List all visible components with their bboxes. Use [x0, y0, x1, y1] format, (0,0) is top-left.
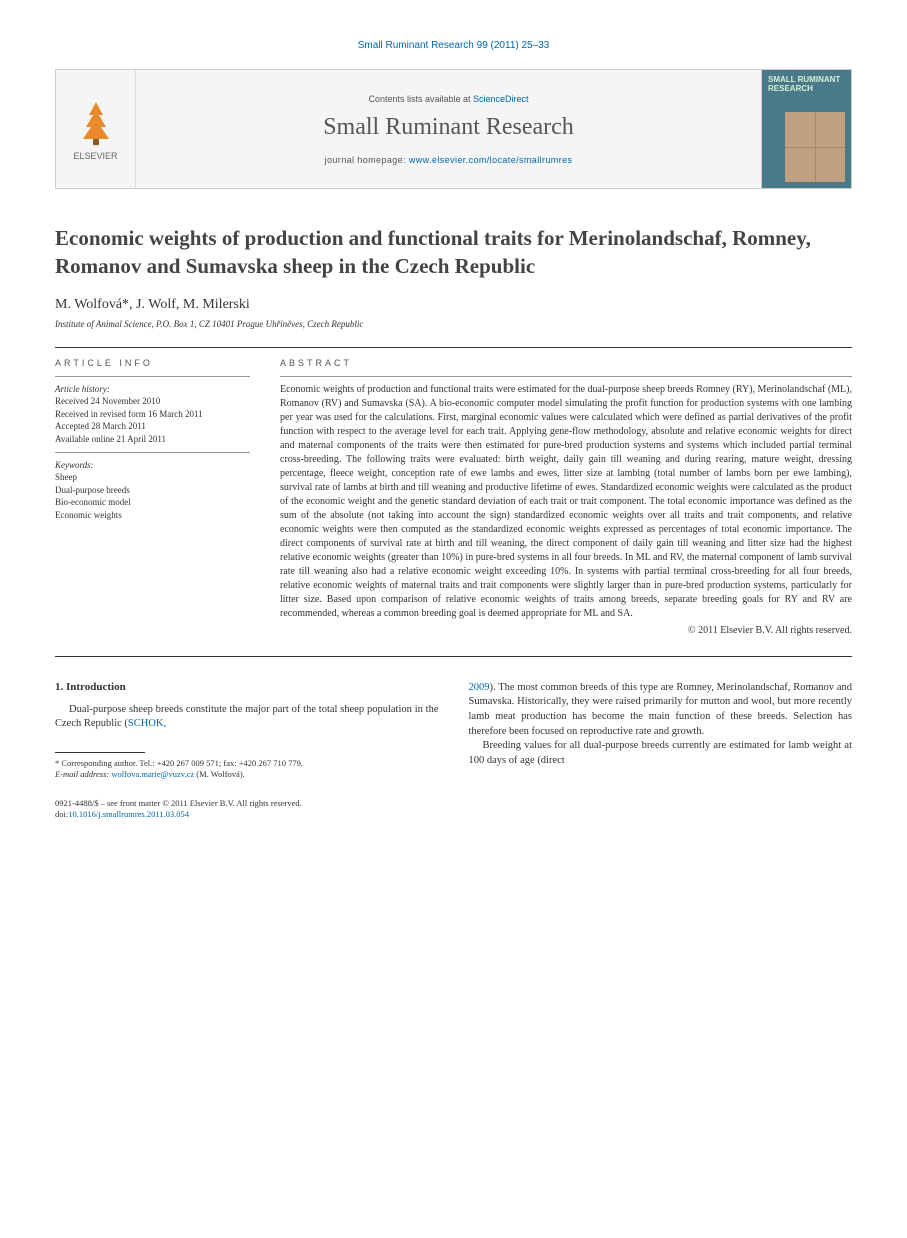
email-suffix: (M. Wolfová).: [194, 769, 245, 779]
email-link[interactable]: wolfova.marie@vuzv.cz: [111, 769, 194, 779]
abstract-heading: abstract: [280, 358, 852, 368]
abstract-rule: [280, 376, 852, 377]
intro-right-p2: Breeding values for all dual-purpose bre…: [469, 739, 853, 768]
intro-text-1: Dual-purpose sheep breeds constitute the…: [55, 704, 439, 730]
cover-title: SMALL RUMINANT RESEARCH: [768, 76, 851, 94]
body-left-column: 1. Introduction Dual-purpose sheep breed…: [55, 681, 439, 821]
authors-line: M. Wolfová*, J. Wolf, M. Milerski: [55, 297, 852, 313]
journal-cover: SMALL RUMINANT RESEARCH: [761, 70, 851, 188]
article-info-column: article info Article history: Received 2…: [55, 358, 250, 636]
accepted-date: Accepted 28 March 2011: [55, 420, 250, 433]
revised-date: Received in revised form 16 March 2011: [55, 408, 250, 421]
abstract-column: abstract Economic weights of production …: [280, 358, 852, 636]
divider-rule-2: [55, 656, 852, 657]
homepage-line: journal homepage: www.elsevier.com/locat…: [325, 155, 573, 165]
keywords-label: Keywords:: [55, 459, 250, 472]
citation-2009[interactable]: 2009: [469, 682, 490, 693]
article-info-heading: article info: [55, 358, 250, 368]
intro-p1: Dual-purpose sheep breeds constitute the…: [55, 703, 439, 732]
citation-schok[interactable]: SCHOK,: [128, 718, 166, 729]
received-date: Received 24 November 2010: [55, 395, 250, 408]
info-rule-1: [55, 376, 250, 377]
article-history-block: Article history: Received 24 November 20…: [55, 383, 250, 446]
contents-prefix: Contents lists available at: [368, 94, 473, 104]
email-line: E-mail address: wolfova.marie@vuzv.cz (M…: [55, 769, 439, 780]
footer-block: 0921-4488/$ – see front matter © 2011 El…: [55, 798, 439, 820]
online-date: Available online 21 April 2011: [55, 433, 250, 446]
banner-center: Contents lists available at ScienceDirec…: [136, 70, 761, 188]
contents-available-line: Contents lists available at ScienceDirec…: [368, 94, 528, 104]
intro-paragraph-left: Dual-purpose sheep breeds constitute the…: [55, 703, 439, 732]
email-label: E-mail address:: [55, 769, 111, 779]
sciencedirect-link[interactable]: ScienceDirect: [473, 94, 529, 104]
keyword-1: Sheep: [55, 471, 250, 484]
journal-name: Small Ruminant Research: [323, 114, 574, 141]
doi-line: doi:10.1016/j.smallrumres.2011.03.054: [55, 809, 439, 820]
intro-heading: 1. Introduction: [55, 681, 439, 693]
homepage-link[interactable]: www.elsevier.com/locate/smallrumres: [409, 155, 573, 165]
info-rule-2: [55, 452, 250, 453]
body-right-column: 2009). The most common breeds of this ty…: [469, 681, 853, 821]
keyword-3: Bio-economic model: [55, 496, 250, 509]
intro-paragraph-right: 2009). The most common breeds of this ty…: [469, 681, 853, 769]
corr-author-line: * Corresponding author. Tel.: +420 267 0…: [55, 758, 439, 769]
doi-link[interactable]: 10.1016/j.smallrumres.2011.03.054: [68, 809, 189, 819]
elsevier-label: ELSEVIER: [73, 151, 117, 161]
affiliation: Institute of Animal Science, P.O. Box 1,…: [55, 319, 852, 329]
abstract-text: Economic weights of production and funct…: [280, 383, 852, 621]
article-title: Economic weights of production and funct…: [55, 224, 852, 281]
journal-banner: ELSEVIER Contents lists available at Sci…: [55, 69, 852, 189]
body-columns: 1. Introduction Dual-purpose sheep breed…: [55, 681, 852, 821]
intro-right-p1: 2009). The most common breeds of this ty…: [469, 682, 853, 737]
keywords-block: Keywords: Sheep Dual-purpose breeds Bio-…: [55, 459, 250, 522]
abstract-copyright: © 2011 Elsevier B.V. All rights reserved…: [280, 625, 852, 636]
history-label: Article history:: [55, 383, 250, 396]
keyword-2: Dual-purpose breeds: [55, 484, 250, 497]
page-container: Small Ruminant Research 99 (2011) 25–33 …: [0, 0, 907, 850]
divider-rule: [55, 347, 852, 348]
keyword-4: Economic weights: [55, 509, 250, 522]
info-abstract-row: article info Article history: Received 2…: [55, 358, 852, 636]
cover-thumbnail-icon: [785, 112, 845, 182]
running-header: Small Ruminant Research 99 (2011) 25–33: [55, 40, 852, 51]
corresponding-author-footnote: * Corresponding author. Tel.: +420 267 0…: [55, 758, 439, 780]
homepage-prefix: journal homepage:: [325, 155, 409, 165]
footnote-rule: [55, 752, 145, 753]
elsevier-tree-icon: [71, 97, 121, 147]
front-matter-line: 0921-4488/$ – see front matter © 2011 El…: [55, 798, 439, 809]
publisher-logo-block: ELSEVIER: [56, 70, 136, 188]
doi-prefix: doi:: [55, 809, 68, 819]
intro-right-text: ). The most common breeds of this type a…: [469, 682, 853, 737]
